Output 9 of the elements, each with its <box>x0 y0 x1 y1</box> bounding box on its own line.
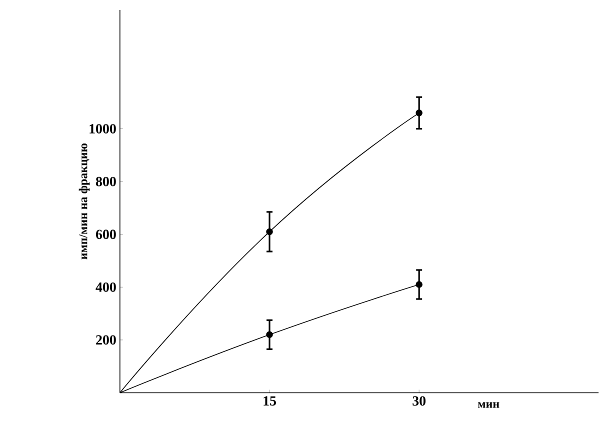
x-axis-title: мин <box>478 402 500 408</box>
y-tick-label: 800 <box>96 176 116 186</box>
y-axis-title: имп/мин на фракцию <box>78 144 90 260</box>
y-tick-label: 400 <box>96 282 116 292</box>
y-tick-label: 200 <box>96 335 116 345</box>
y-tick-label: 600 <box>96 230 116 240</box>
x-tick-label: 15 <box>264 396 276 406</box>
x-tick-label: 30 <box>412 396 426 406</box>
y-tick-label: 1000 <box>90 124 116 134</box>
